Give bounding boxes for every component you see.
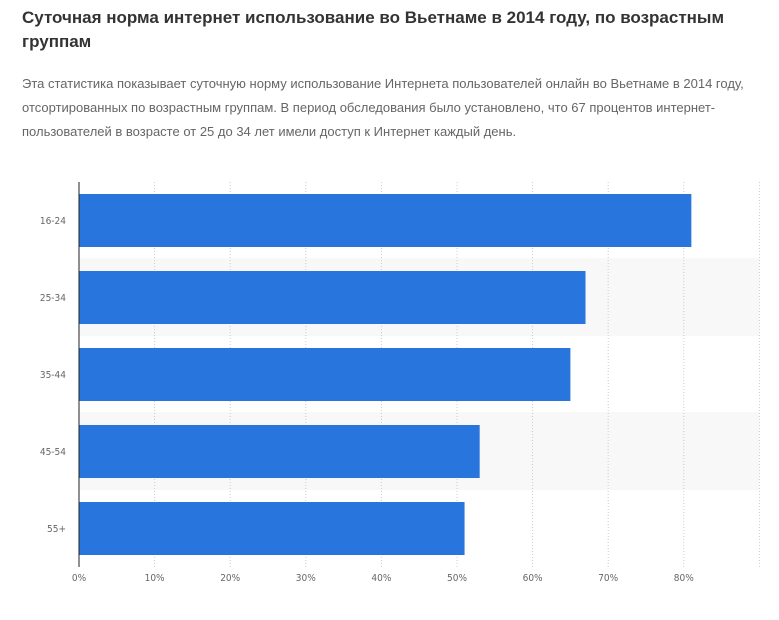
category-label: 16-24	[40, 216, 66, 227]
x-tick-label: 0%	[72, 573, 87, 584]
bar-55+	[79, 502, 465, 555]
x-tick-label: 30%	[296, 573, 316, 584]
bar-25-34	[79, 271, 586, 324]
page-title: Суточная норма интернет использование во…	[22, 8, 725, 51]
bar-45-54	[79, 425, 480, 478]
description: Эта статистика показывает суточную норму…	[22, 76, 744, 139]
category-label: 25-34	[40, 293, 66, 304]
x-tick-label: 60%	[523, 573, 543, 584]
bar-35-44	[79, 348, 571, 401]
x-tick-label: 50%	[447, 573, 467, 584]
x-tick-label: 40%	[371, 573, 391, 584]
x-tick-label: 70%	[598, 573, 618, 584]
x-tick-label: 10%	[145, 573, 165, 584]
x-tick-label: 20%	[220, 573, 240, 584]
x-tick-label: 80%	[674, 573, 694, 584]
category-label: 35-44	[40, 370, 66, 381]
category-label: 45-54	[40, 447, 66, 458]
bar-16-24	[79, 194, 692, 247]
category-label: 55+	[47, 524, 66, 535]
